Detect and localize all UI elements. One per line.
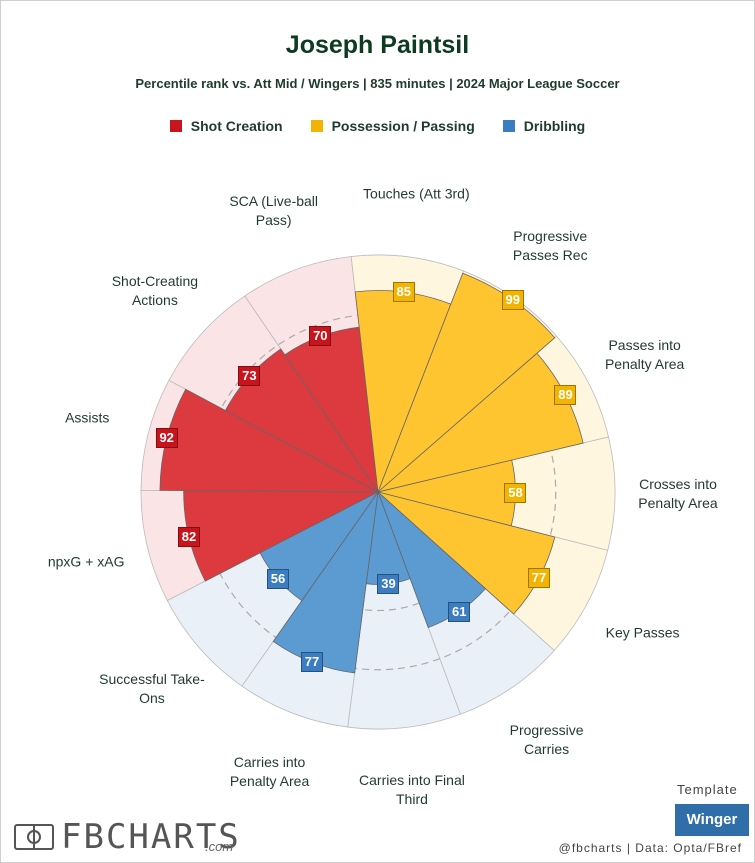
category-label: Shot-Creating Actions: [111, 273, 199, 309]
value-label: 89: [554, 385, 577, 406]
value-label: 85: [392, 282, 415, 303]
value-label: 58: [504, 483, 527, 503]
logo: FBCHARTS: [61, 817, 241, 857]
logo-suffix: .com: [205, 839, 234, 854]
category-label: Key Passes: [605, 624, 680, 641]
category-label: Progressive Passes Rec: [512, 228, 588, 264]
legend-item: Dribbling: [502, 118, 586, 134]
value-label: 61: [448, 601, 471, 622]
category-label: Crosses into Penalty Area: [638, 476, 718, 512]
value-label: 92: [155, 428, 178, 449]
chart-subtitle: Percentile rank vs. Att Mid / Wingers | …: [135, 76, 620, 91]
legend-item: Possession / Passing: [310, 118, 475, 134]
value-label: 82: [177, 527, 200, 548]
legend-label: Dribbling: [523, 118, 586, 134]
category-label: Assists: [65, 409, 110, 426]
legend: Shot Creation Possession / Passing Dribbli…: [1, 118, 754, 134]
legend-swatch: [169, 120, 182, 132]
category-label: Carries into Penalty Area: [229, 753, 310, 789]
legend-item: Shot Creation: [169, 118, 283, 134]
category-label: npxG + xAG: [47, 553, 125, 570]
category-label: Touches (Att 3rd): [363, 185, 470, 202]
legend-swatch: [502, 120, 515, 132]
credit: @fbcharts | Data: Opta/FBref: [558, 841, 742, 855]
legend-label: Possession / Passing: [331, 118, 475, 134]
template-button: Winger: [675, 804, 749, 836]
logo-icon: [14, 824, 54, 850]
category-label: Progressive Carries: [509, 722, 584, 758]
category-label: Successful Take-Ons: [99, 671, 205, 707]
category-label: SCA (Live-ball Pass): [229, 192, 319, 228]
category-label: Passes into Penalty Area: [604, 336, 685, 372]
bars: [159, 272, 584, 674]
chart-title: Joseph Paintsil: [285, 31, 470, 59]
value-label: 77: [301, 652, 324, 673]
value-label: 73: [238, 366, 261, 387]
value-label: 99: [501, 289, 524, 310]
value-label: 70: [309, 326, 332, 347]
value-label: 39: [377, 573, 400, 594]
value-label: 77: [527, 567, 550, 588]
legend-label: Shot Creation: [190, 118, 283, 134]
category-label: Carries into Final Third: [359, 772, 465, 808]
value-label: 56: [267, 569, 289, 590]
template-label: Template: [677, 782, 738, 797]
legend-swatch: [310, 120, 323, 132]
